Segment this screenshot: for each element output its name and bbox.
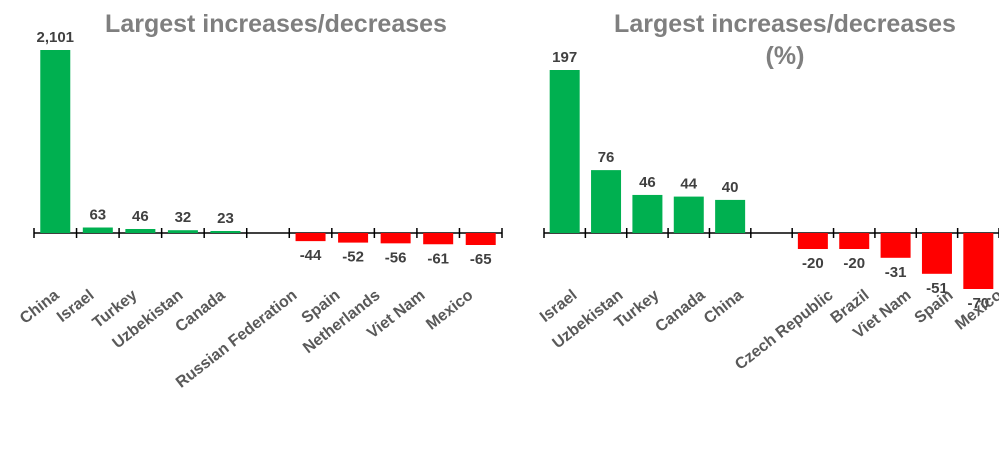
- chart-2-title-line2: (%): [766, 42, 805, 70]
- chart-2-data-label: 197: [552, 49, 577, 66]
- chart-2-bar-viet-nam: [880, 233, 911, 258]
- chart-1-category-label: Mexico: [423, 287, 476, 334]
- chart-2-bar-brazil: [839, 233, 870, 249]
- chart-1-category-label: Russian Federation: [173, 287, 300, 392]
- chart-2-plot: 197Israel76Uzbekistan46Turkey44Canada40C…: [537, 49, 999, 374]
- chart-2-bar-uzbekistan: [591, 170, 622, 233]
- chart-2-bar-israel: [549, 70, 580, 233]
- chart-2-category-label: China: [701, 287, 747, 328]
- chart-1-bar-viet-nam: [423, 233, 454, 245]
- chart-2-data-label: -51: [926, 280, 948, 297]
- chart-1-plot: 2,101China63Israel46Turkey32Uzbekistan23…: [17, 29, 503, 392]
- chart-1-data-label: 2,101: [36, 29, 74, 46]
- chart-2-bar-spain: [921, 233, 952, 274]
- chart-1-bar-canada: [210, 230, 241, 233]
- chart-2-data-label: -20: [843, 255, 865, 272]
- chart-1-bar-spain: [338, 233, 369, 243]
- chart-2-data-label: 40: [722, 179, 739, 196]
- chart-2-bar-china: [715, 199, 746, 233]
- chart-2-data-label: -20: [802, 255, 824, 272]
- chart-1-bar-china: [40, 50, 71, 233]
- chart-2-data-label: -31: [885, 264, 907, 281]
- chart-1-title: Largest increases/decreases: [105, 10, 447, 38]
- chart-2-data-label: 76: [598, 149, 615, 166]
- chart-2-bar-canada: [673, 196, 704, 233]
- chart-1-data-label: 63: [89, 207, 106, 224]
- chart-1-data-label: 23: [217, 210, 234, 227]
- chart-2-bar-turkey: [632, 194, 663, 233]
- chart-1-data-label: -61: [427, 250, 449, 267]
- chart-2-bar-mexico: [963, 233, 994, 289]
- chart-2-data-label: 46: [639, 174, 656, 191]
- chart-1-bar-russian-federation: [295, 233, 326, 242]
- chart-1-bar-mexico: [465, 233, 496, 245]
- chart-2-bar-czech-republic: [797, 233, 828, 249]
- chart-2-title: Largest increases/decreases: [614, 10, 956, 38]
- chart-1-data-label: 46: [132, 208, 149, 225]
- chart-1-data-label: -52: [342, 249, 364, 266]
- chart-1-data-label: -56: [385, 249, 407, 266]
- chart-1-data-label: 32: [175, 209, 192, 226]
- chart-2-category-label: Czech Republic: [732, 287, 836, 374]
- chart-1-bar-israel: [82, 227, 113, 233]
- chart-2-data-label: -70: [967, 295, 989, 312]
- chart-2-data-label: 44: [680, 176, 697, 193]
- chart-1-category-label: China: [17, 287, 63, 328]
- chart-2-category-label: Canada: [652, 287, 708, 336]
- chart-1-bar-turkey: [125, 228, 156, 233]
- chart-1-bar-uzbekistan: [167, 230, 198, 233]
- chart-1-data-label: -44: [300, 247, 322, 264]
- chart-2-category-label: Mexico: [952, 287, 999, 334]
- chart-1-data-label: -65: [470, 251, 492, 268]
- chart-1-bar-netherlands: [380, 233, 411, 244]
